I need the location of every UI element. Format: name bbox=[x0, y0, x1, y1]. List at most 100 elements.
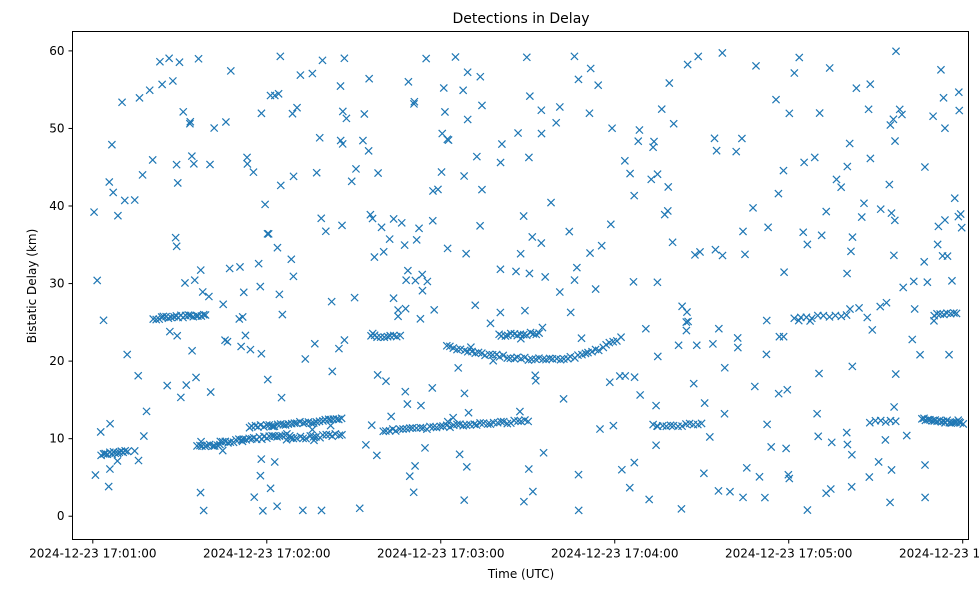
detection-point bbox=[401, 304, 410, 313]
detection-point bbox=[513, 417, 523, 426]
detection-point bbox=[895, 105, 904, 114]
detection-point bbox=[340, 336, 349, 345]
y-tick-label: 30 bbox=[49, 277, 64, 291]
detection-point bbox=[130, 195, 139, 205]
detection-point bbox=[145, 86, 154, 95]
detection-point bbox=[268, 431, 277, 440]
detection-point bbox=[105, 177, 114, 187]
detection-point bbox=[301, 434, 311, 443]
detection-point bbox=[636, 390, 645, 399]
detection-point bbox=[337, 221, 347, 230]
detection-point bbox=[847, 482, 856, 491]
detection-point bbox=[322, 430, 331, 439]
detection-point bbox=[310, 339, 319, 348]
detection-point bbox=[810, 153, 819, 162]
detection-point bbox=[451, 52, 460, 62]
detection-point bbox=[308, 69, 317, 78]
detection-point bbox=[415, 224, 424, 233]
detection-point bbox=[921, 493, 930, 502]
detection-point bbox=[286, 434, 295, 443]
detection-point bbox=[497, 140, 506, 149]
detection-point bbox=[886, 120, 895, 130]
detection-point bbox=[420, 443, 430, 452]
detection-point bbox=[460, 496, 469, 505]
detection-point bbox=[559, 394, 568, 403]
detection-point bbox=[605, 378, 614, 387]
detection-point bbox=[335, 431, 344, 440]
detection-point bbox=[365, 74, 374, 83]
detection-point bbox=[842, 311, 851, 320]
detection-point bbox=[848, 233, 857, 242]
detection-point bbox=[764, 223, 773, 232]
detection-point bbox=[373, 370, 382, 379]
detection-point bbox=[524, 153, 533, 162]
detection-point bbox=[186, 117, 195, 126]
detection-point bbox=[338, 107, 347, 116]
detection-point bbox=[705, 432, 714, 441]
detection-point bbox=[308, 425, 317, 434]
y-tick-label: 60 bbox=[49, 44, 64, 58]
detection-point bbox=[519, 212, 528, 221]
detection-point bbox=[783, 385, 792, 394]
detection-point bbox=[848, 362, 857, 371]
detection-point bbox=[107, 140, 116, 149]
detection-point bbox=[383, 332, 392, 341]
detection-point bbox=[940, 215, 949, 225]
detection-point bbox=[221, 117, 230, 127]
detection-point bbox=[891, 417, 900, 426]
detection-point bbox=[920, 163, 929, 172]
detection-point bbox=[827, 438, 836, 447]
detection-point bbox=[891, 370, 900, 379]
detection-point bbox=[625, 483, 634, 492]
detection-point bbox=[767, 442, 776, 451]
detection-point bbox=[615, 372, 624, 381]
detection-point bbox=[714, 486, 723, 495]
detection-point bbox=[370, 253, 379, 262]
detection-point bbox=[785, 109, 794, 118]
detection-point bbox=[422, 54, 431, 63]
detection-point bbox=[943, 252, 952, 261]
detection-point bbox=[123, 447, 132, 456]
x-tick-label: 2024-12-23 17:05:00 bbox=[725, 547, 852, 561]
detection-point bbox=[586, 64, 595, 73]
detection-point bbox=[887, 465, 896, 474]
detection-point bbox=[105, 465, 114, 474]
detection-point bbox=[309, 432, 318, 441]
detection-point bbox=[859, 199, 869, 208]
detection-point bbox=[572, 263, 581, 272]
detection-point bbox=[134, 456, 143, 465]
x-tick-label: 2024-12-23 17:06:00 bbox=[899, 547, 979, 561]
detection-point bbox=[439, 83, 448, 93]
detection-point bbox=[881, 435, 890, 444]
detection-point bbox=[430, 305, 439, 314]
detection-point bbox=[443, 244, 452, 253]
detection-point bbox=[123, 350, 132, 359]
detection-point bbox=[503, 419, 512, 428]
detection-point bbox=[653, 170, 662, 179]
detection-point bbox=[380, 333, 389, 342]
x-axis-label: Time (UTC) bbox=[487, 567, 554, 581]
detection-point bbox=[516, 249, 525, 258]
detection-point bbox=[899, 283, 908, 292]
detection-point bbox=[595, 425, 605, 434]
detection-point bbox=[367, 421, 376, 430]
detection-point bbox=[152, 315, 161, 324]
detection-point bbox=[120, 196, 129, 205]
detection-point bbox=[954, 212, 963, 221]
detection-point bbox=[355, 504, 364, 513]
detection-point bbox=[366, 210, 375, 219]
detection-point bbox=[782, 444, 791, 453]
detection-point bbox=[307, 419, 316, 428]
detection-point bbox=[168, 76, 177, 86]
detection-point bbox=[496, 308, 505, 317]
detection-point bbox=[416, 423, 425, 432]
detection-point bbox=[158, 80, 167, 89]
detection-point bbox=[933, 309, 942, 318]
detection-point bbox=[249, 168, 258, 177]
detection-point bbox=[364, 146, 373, 155]
detection-point bbox=[258, 506, 267, 515]
detection-point bbox=[317, 214, 326, 223]
detection-point bbox=[278, 310, 287, 319]
detection-point bbox=[515, 407, 524, 416]
detection-point bbox=[389, 214, 398, 223]
